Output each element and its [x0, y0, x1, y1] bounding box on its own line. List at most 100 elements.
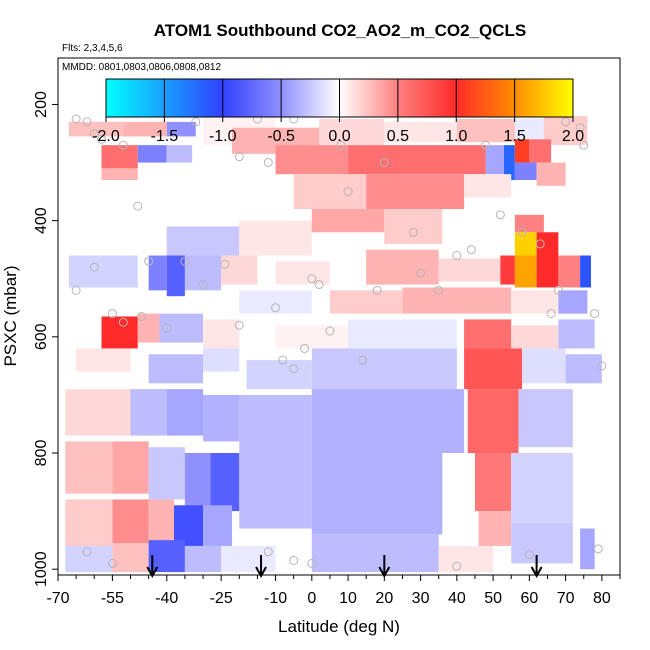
sample-point	[452, 251, 462, 261]
x-tick-label: -10	[264, 590, 287, 607]
sample-point	[590, 309, 600, 319]
heatmap-cell	[166, 389, 204, 436]
flight-arrow	[146, 555, 159, 579]
sample-point	[524, 550, 534, 560]
colorbar-ticks: -2.0 -1.5 -1.0 -0.5 0.0 0.5 1.0 1.5 2.0	[92, 79, 584, 145]
heatmap-cell	[511, 325, 559, 349]
heatmap-cell	[558, 290, 588, 314]
heatmap-cell	[500, 255, 515, 285]
sample-point	[579, 140, 589, 150]
y-tick-label: 1000	[33, 551, 50, 587]
sample-point	[300, 343, 310, 353]
x-axis-label: Latitude (deg N)	[278, 617, 400, 636]
colorbar-tick-label: 1.5	[504, 128, 526, 145]
sample-point	[107, 558, 117, 568]
heatmap-cell	[348, 145, 486, 175]
heatmap-cell	[148, 255, 167, 291]
heatmap-cell	[239, 290, 312, 314]
heatmap-cell	[543, 116, 588, 146]
heatmap-cell	[203, 394, 240, 442]
heatmap-cell	[239, 394, 312, 454]
x-tick-label: 40	[448, 590, 466, 607]
sample-point	[481, 140, 491, 150]
sample-point	[263, 547, 273, 557]
heatmap-cell	[184, 255, 222, 291]
colorbar-tick-label: 2.0	[562, 128, 584, 145]
sample-point	[89, 129, 99, 139]
x-tick-label: -55	[101, 590, 124, 607]
heatmap-cell	[366, 174, 465, 210]
heatmap-cell	[366, 249, 439, 285]
sample-point	[553, 285, 563, 295]
sample-point	[325, 326, 335, 336]
colorbar-tick-label: -2.0	[92, 128, 120, 145]
sample-point	[517, 227, 527, 237]
heatmap-cell	[514, 139, 530, 163]
sample-point	[82, 547, 92, 557]
colorbar-tick-label: 0.5	[387, 128, 409, 145]
heatmap-cell	[565, 354, 602, 384]
heatmap-cell	[130, 389, 167, 436]
heatmap-cell	[166, 255, 185, 297]
heatmap-cell	[438, 258, 501, 282]
x-tick-label: 80	[593, 590, 611, 607]
sample-point	[336, 140, 346, 150]
sample-point	[597, 361, 607, 371]
heatmap-cell	[148, 447, 185, 500]
heatmap-cell	[210, 453, 240, 512]
y-tick-label: 800	[33, 440, 50, 467]
sample-point	[314, 280, 324, 290]
heatmap-cell	[311, 453, 443, 535]
heatmap-cell	[112, 543, 149, 573]
y-tick-label: 200	[33, 91, 50, 118]
heatmap-cell	[239, 220, 312, 256]
chart-annotation: MMDD: 0801,0803,0806,0808,0812	[62, 62, 221, 73]
heatmap-cell	[464, 174, 512, 198]
sample-point	[118, 140, 128, 150]
heatmap-cell	[184, 453, 211, 512]
heatmap-cell	[203, 319, 240, 349]
heatmap-cell	[467, 389, 519, 454]
colorbar-tick-label: -1.0	[209, 128, 237, 145]
heatmap-cell	[311, 348, 457, 390]
heatmap-cell	[311, 209, 385, 233]
sample-point	[97, 134, 107, 144]
heatmap-cell	[474, 453, 512, 512]
heatmap-cell	[518, 389, 573, 448]
heatmap-cell	[384, 121, 457, 143]
y-axis-label: PSXC (mbar)	[1, 265, 20, 366]
heatmap-cell	[384, 209, 443, 244]
heatmap-cell	[101, 168, 138, 180]
x-axis: -70 -55 -40 -25 -10 0 10 20 30 40 50 60 70 80	[46, 575, 621, 607]
heatmap-cell	[184, 545, 222, 573]
x-tick-label: 10	[339, 590, 357, 607]
sample-point	[136, 312, 146, 321]
sample-point	[358, 355, 368, 365]
heatmap-cell	[558, 255, 581, 288]
heatmap-cell	[319, 118, 385, 146]
heatmap-cell	[159, 313, 204, 343]
sample-point	[118, 317, 128, 327]
flight-arrows	[146, 555, 543, 579]
x-tick-label: 50	[484, 590, 502, 607]
heatmap-cell	[511, 522, 573, 564]
heatmap-cell	[166, 121, 196, 137]
heatmap-cell	[246, 360, 312, 390]
y-tick-label: 400	[33, 207, 50, 234]
sample-point	[452, 561, 462, 571]
heatmap-cell	[148, 354, 204, 384]
flight-arrow	[255, 555, 267, 579]
heatmap-cell	[203, 348, 240, 372]
heatmap-cell	[65, 389, 131, 436]
heatmap-cell	[65, 545, 113, 573]
flight-arrow	[378, 555, 391, 579]
heatmap-cell	[464, 348, 523, 390]
sample-point	[379, 158, 389, 168]
colorbar-tick-label: 1.0	[445, 128, 467, 145]
heatmap-cell	[137, 145, 167, 163]
sample-point	[289, 364, 299, 374]
sample-point	[343, 187, 353, 197]
heatmap-cell	[112, 441, 149, 494]
sample-point	[89, 262, 99, 272]
heatmap-cell	[511, 453, 573, 523]
